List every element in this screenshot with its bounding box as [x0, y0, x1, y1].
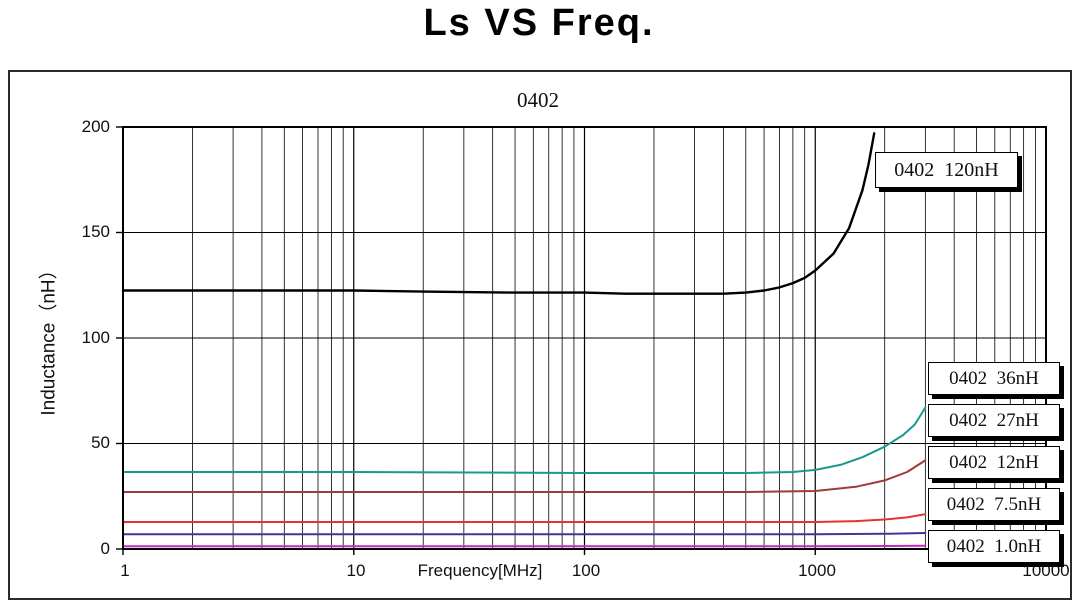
y-tick-50: 50: [91, 433, 110, 452]
x-tick-1000: 1000: [798, 561, 836, 580]
legend-36nH: 0402 36nH: [928, 362, 1060, 395]
chart-subtitle: 0402: [517, 88, 559, 112]
legend-120nH: 0402 120nH: [875, 152, 1018, 188]
x-tick-10000: 10000: [1022, 561, 1070, 580]
legend-12nH: 0402 12nH: [928, 446, 1060, 479]
legend-27nH: 0402 27nH: [928, 404, 1060, 437]
x-tick-100: 100: [571, 561, 601, 580]
y-tick-0: 0: [100, 539, 110, 558]
y-tick-150: 150: [81, 222, 110, 241]
legend-1.0nH: 0402 1.0nH: [928, 530, 1060, 563]
y-tick-100: 100: [81, 328, 110, 347]
y-axis-label: Inductance（nH）: [38, 260, 60, 416]
x-tick-1: 1: [120, 561, 130, 580]
legend-7.5nH: 0402 7.5nH: [928, 488, 1060, 521]
x-axis-label: Frequency[MHz]: [417, 561, 543, 580]
page-title: Ls VS Freq.: [423, 2, 655, 44]
x-tick-10: 10: [346, 561, 366, 580]
y-tick-200: 200: [81, 117, 110, 136]
